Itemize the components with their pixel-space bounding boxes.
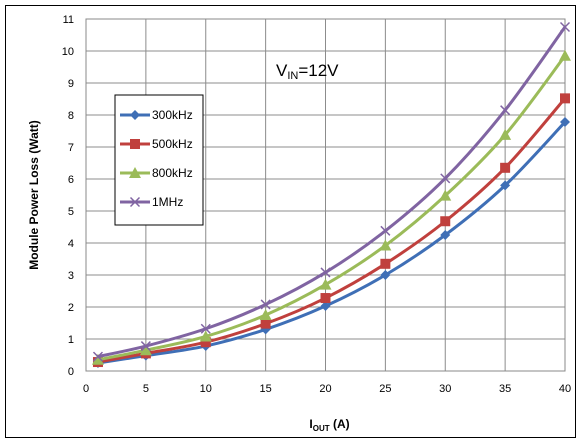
data-point: [559, 49, 571, 61]
legend-marker: [130, 139, 140, 149]
y-tick-label: 10: [62, 46, 74, 58]
legend: 300kHz 500kHz 800kHz 1MHz: [114, 94, 204, 226]
data-point: [379, 239, 392, 251]
series-line: [97, 26, 567, 359]
legend-item: 500kHz: [120, 137, 193, 151]
data-point: [380, 270, 391, 280]
y-tick-label: 5: [68, 206, 74, 218]
data-point: [500, 162, 511, 173]
legend-label: 300kHz: [152, 108, 193, 122]
x-tick-label: 20: [319, 383, 331, 395]
vin-annotation: VIN=12V: [276, 61, 339, 82]
x-axis-title-unit: (A): [330, 417, 350, 431]
x-axis-title-sub: OUT: [313, 424, 330, 433]
data-point: [560, 117, 570, 128]
data-point: [380, 258, 391, 269]
y-tick-label: 8: [68, 110, 74, 122]
plot-area: [85, 18, 566, 372]
y-tick-label: 1: [68, 334, 74, 346]
series-800kHz: [91, 49, 571, 365]
legend-item: 1MHz: [120, 195, 183, 209]
data-point: [440, 216, 451, 227]
y-tick-label: 3: [68, 270, 74, 282]
data-point: [139, 344, 152, 356]
legend-item: 800kHz: [120, 166, 193, 180]
data-point: [200, 323, 211, 334]
data-point: [92, 351, 104, 362]
data-point: [199, 330, 212, 342]
vin-annotation-rest: =12V: [298, 61, 339, 80]
legend-marker: [130, 110, 140, 120]
y-tick-label: 9: [68, 78, 74, 90]
data-point: [500, 180, 511, 191]
series-line: [97, 54, 567, 362]
series-500kHz: [92, 93, 570, 368]
series-line: [97, 121, 567, 365]
series-line: [97, 97, 567, 364]
series-group: [91, 21, 571, 368]
y-tick-label: 6: [68, 174, 74, 186]
data-point: [319, 278, 332, 290]
data-point: [259, 309, 272, 320]
legend-marker: [129, 196, 141, 208]
data-point: [320, 293, 331, 304]
data-point: [200, 337, 211, 348]
vin-annotation-sub: IN: [287, 70, 298, 82]
data-point: [140, 341, 151, 352]
series-1MHz: [92, 21, 571, 362]
data-point: [91, 353, 104, 365]
legend-label: 500kHz: [152, 137, 193, 151]
x-axis-title: IOUT (A): [309, 417, 349, 433]
legend-item: 300kHz: [120, 108, 193, 122]
vin-annotation-main: V: [276, 61, 288, 80]
data-point: [499, 128, 512, 140]
x-axis-ticks: 0 5 10 15 20 25 30 35 40: [83, 383, 571, 395]
data-point: [320, 267, 331, 278]
x-tick-label: 35: [499, 383, 511, 395]
x-tick-label: 5: [143, 383, 149, 395]
x-tick-label: 40: [559, 383, 571, 395]
data-point: [559, 21, 571, 33]
x-tick-label: 10: [200, 383, 212, 395]
y-tick-label: 7: [68, 142, 74, 154]
x-tick-label: 0: [83, 383, 89, 395]
x-tick-label: 30: [439, 383, 451, 395]
legend-label: 1MHz: [152, 195, 183, 209]
legend-label: 800kHz: [152, 166, 193, 180]
data-point: [560, 93, 570, 104]
y-tick-label: 11: [63, 14, 74, 26]
data-point: [320, 301, 331, 312]
data-point: [440, 230, 451, 240]
data-point: [440, 173, 451, 184]
x-tick-label: 15: [260, 383, 272, 395]
data-point: [260, 318, 271, 329]
data-point: [439, 189, 452, 201]
y-axis-title: Module Power Loss (Watt): [27, 120, 41, 270]
data-point: [500, 105, 511, 116]
x-tick-label: 25: [379, 383, 391, 395]
y-tick-label: 0: [68, 366, 74, 378]
y-tick-label: 4: [68, 238, 74, 250]
x-axis-title-main: I: [309, 417, 312, 431]
data-point: [260, 299, 271, 310]
data-point: [380, 225, 391, 236]
y-tick-label: 2: [68, 302, 74, 314]
y-axis-ticks: 0 1 2 3 4 5 6 7 8 9 10 11: [62, 14, 74, 378]
legend-marker: [129, 167, 141, 178]
